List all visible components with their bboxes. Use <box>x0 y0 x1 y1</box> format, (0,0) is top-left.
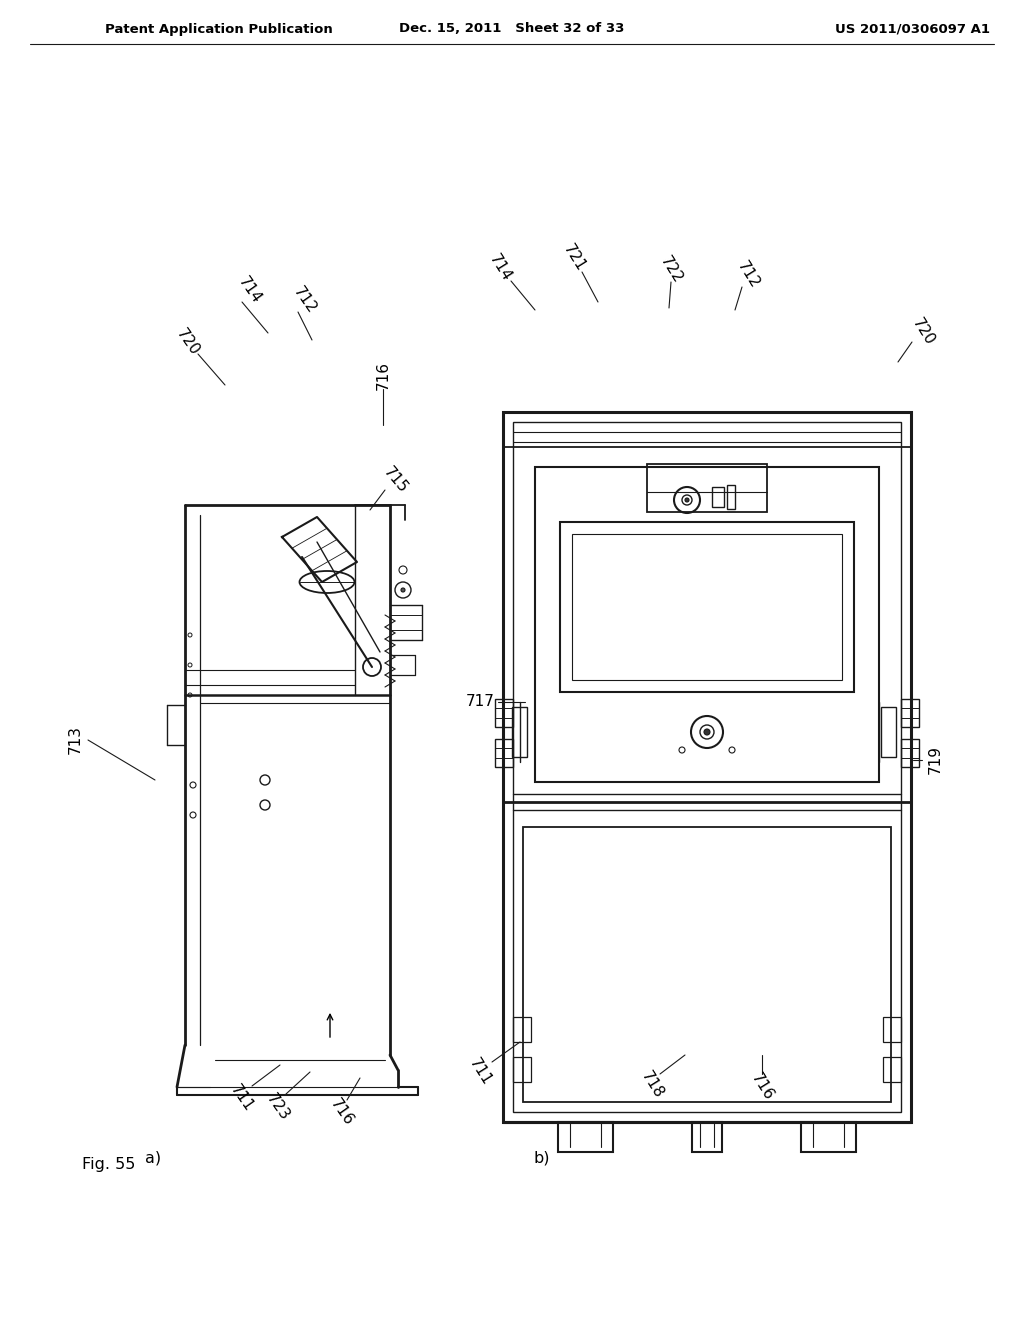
Bar <box>495 739 513 767</box>
Text: 713: 713 <box>68 726 83 755</box>
Text: 718: 718 <box>638 1069 666 1101</box>
Bar <box>572 535 842 680</box>
Bar <box>712 487 724 507</box>
Text: 720: 720 <box>174 326 203 358</box>
Text: 715: 715 <box>380 465 410 496</box>
Text: Dec. 15, 2011   Sheet 32 of 33: Dec. 15, 2011 Sheet 32 of 33 <box>399 22 625 36</box>
Text: Fig. 55: Fig. 55 <box>82 1158 135 1172</box>
Text: Patent Application Publication: Patent Application Publication <box>105 22 333 36</box>
Bar <box>801 1122 856 1152</box>
Circle shape <box>705 729 710 735</box>
Text: b): b) <box>534 1151 550 1166</box>
Text: 714: 714 <box>236 273 264 306</box>
Text: 716: 716 <box>376 360 390 389</box>
Bar <box>512 708 527 756</box>
Circle shape <box>685 498 689 502</box>
Text: 711: 711 <box>466 1056 494 1088</box>
Text: 712: 712 <box>734 259 762 292</box>
Text: US 2011/0306097 A1: US 2011/0306097 A1 <box>835 22 990 36</box>
Bar <box>901 739 919 767</box>
Bar <box>535 467 879 781</box>
Text: 720: 720 <box>909 315 937 348</box>
Text: 721: 721 <box>560 242 588 275</box>
Text: 716: 716 <box>328 1096 356 1129</box>
Bar <box>558 1122 613 1152</box>
Bar <box>513 1057 531 1082</box>
Bar <box>883 1016 901 1041</box>
Bar <box>883 1057 901 1082</box>
Bar <box>495 700 513 727</box>
Text: 711: 711 <box>227 1082 256 1114</box>
Bar <box>513 1016 531 1041</box>
Bar <box>560 521 854 692</box>
Bar <box>727 484 735 510</box>
Text: 717: 717 <box>466 694 495 710</box>
Text: 712: 712 <box>291 284 319 315</box>
Bar <box>503 412 911 1122</box>
Bar <box>523 828 891 1102</box>
Circle shape <box>401 587 406 591</box>
Bar <box>881 708 896 756</box>
Text: 716: 716 <box>748 1071 776 1104</box>
Text: a): a) <box>145 1151 161 1166</box>
Text: 723: 723 <box>263 1090 293 1123</box>
Bar <box>647 465 767 512</box>
Bar <box>901 700 919 727</box>
Text: 722: 722 <box>657 253 685 286</box>
Bar <box>692 1122 722 1152</box>
Text: 714: 714 <box>486 252 514 284</box>
Bar <box>513 422 901 1111</box>
Text: 719: 719 <box>928 746 942 775</box>
